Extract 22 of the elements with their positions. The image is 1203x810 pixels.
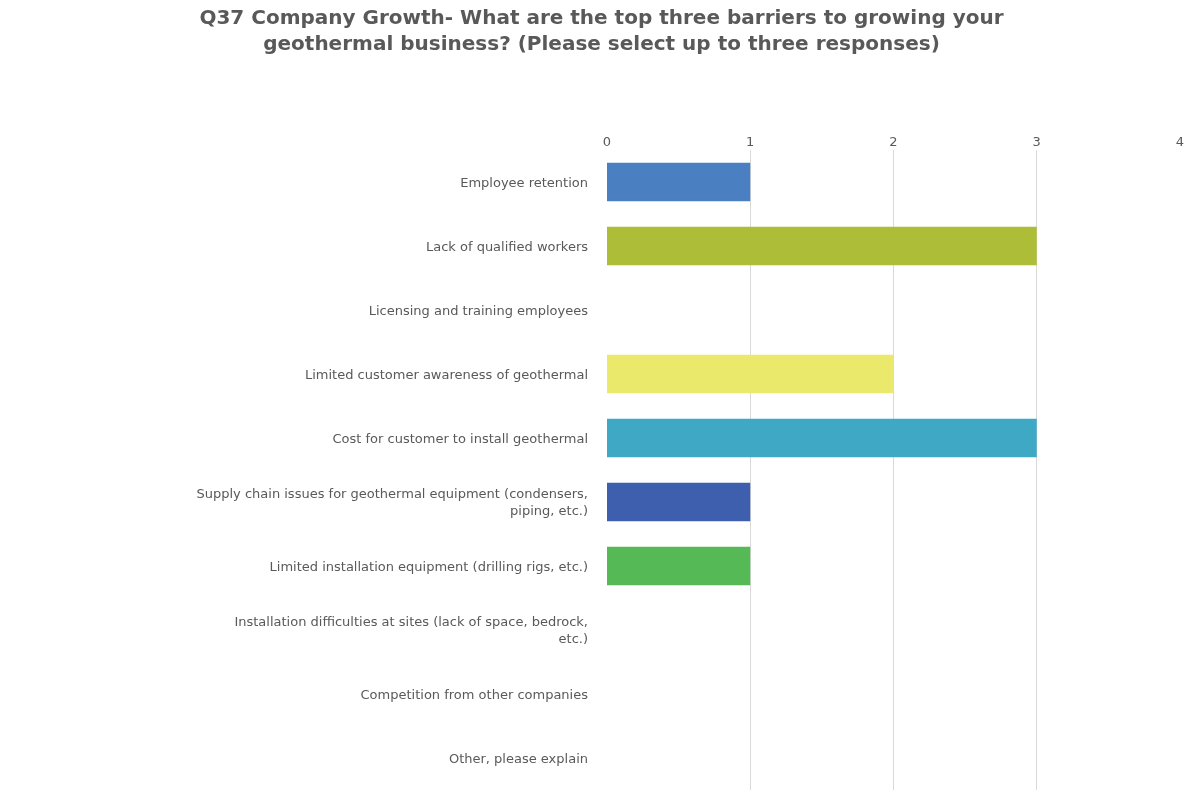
y-tick-label: Other, please explain — [448, 750, 588, 766]
y-tick-label: Lack of qualified workers — [425, 238, 589, 254]
bar — [607, 162, 751, 202]
bar — [607, 482, 751, 522]
y-tick-label: Licensing and training employees — [368, 302, 589, 318]
x-tick-label: 0 — [602, 134, 612, 150]
bar — [607, 546, 751, 586]
y-tick-label: Limited customer awareness of geothermal — [304, 366, 588, 382]
bar — [607, 226, 1037, 266]
y-tick-label: Limited installation equipment (drilling rigs, etc.) — [269, 558, 588, 574]
y-tick-label: Supply chain issues for geothermal equipment (condensers, piping, etc.) — [196, 486, 588, 518]
y-tick-label: Employee retention — [460, 174, 588, 190]
chart-title: Q37 Company Growth- What are the top three barriers to growing your geothermal business? (Please select up to three responses) — [199, 5, 1004, 56]
bar — [607, 418, 1037, 458]
y-tick-label: Installation difficulties at sites (lack of space, bedrock, etc.) — [234, 614, 588, 646]
x-tick-label: 2 — [889, 134, 898, 150]
y-tick-label: Competition from other companies — [360, 686, 589, 702]
x-tick-label: 4 — [1175, 134, 1185, 150]
x-tick-label: 1 — [746, 134, 755, 150]
bar — [607, 354, 894, 394]
x-tick-label: 3 — [1032, 134, 1041, 150]
y-tick-label: Cost for customer to install geothermal — [332, 430, 588, 446]
